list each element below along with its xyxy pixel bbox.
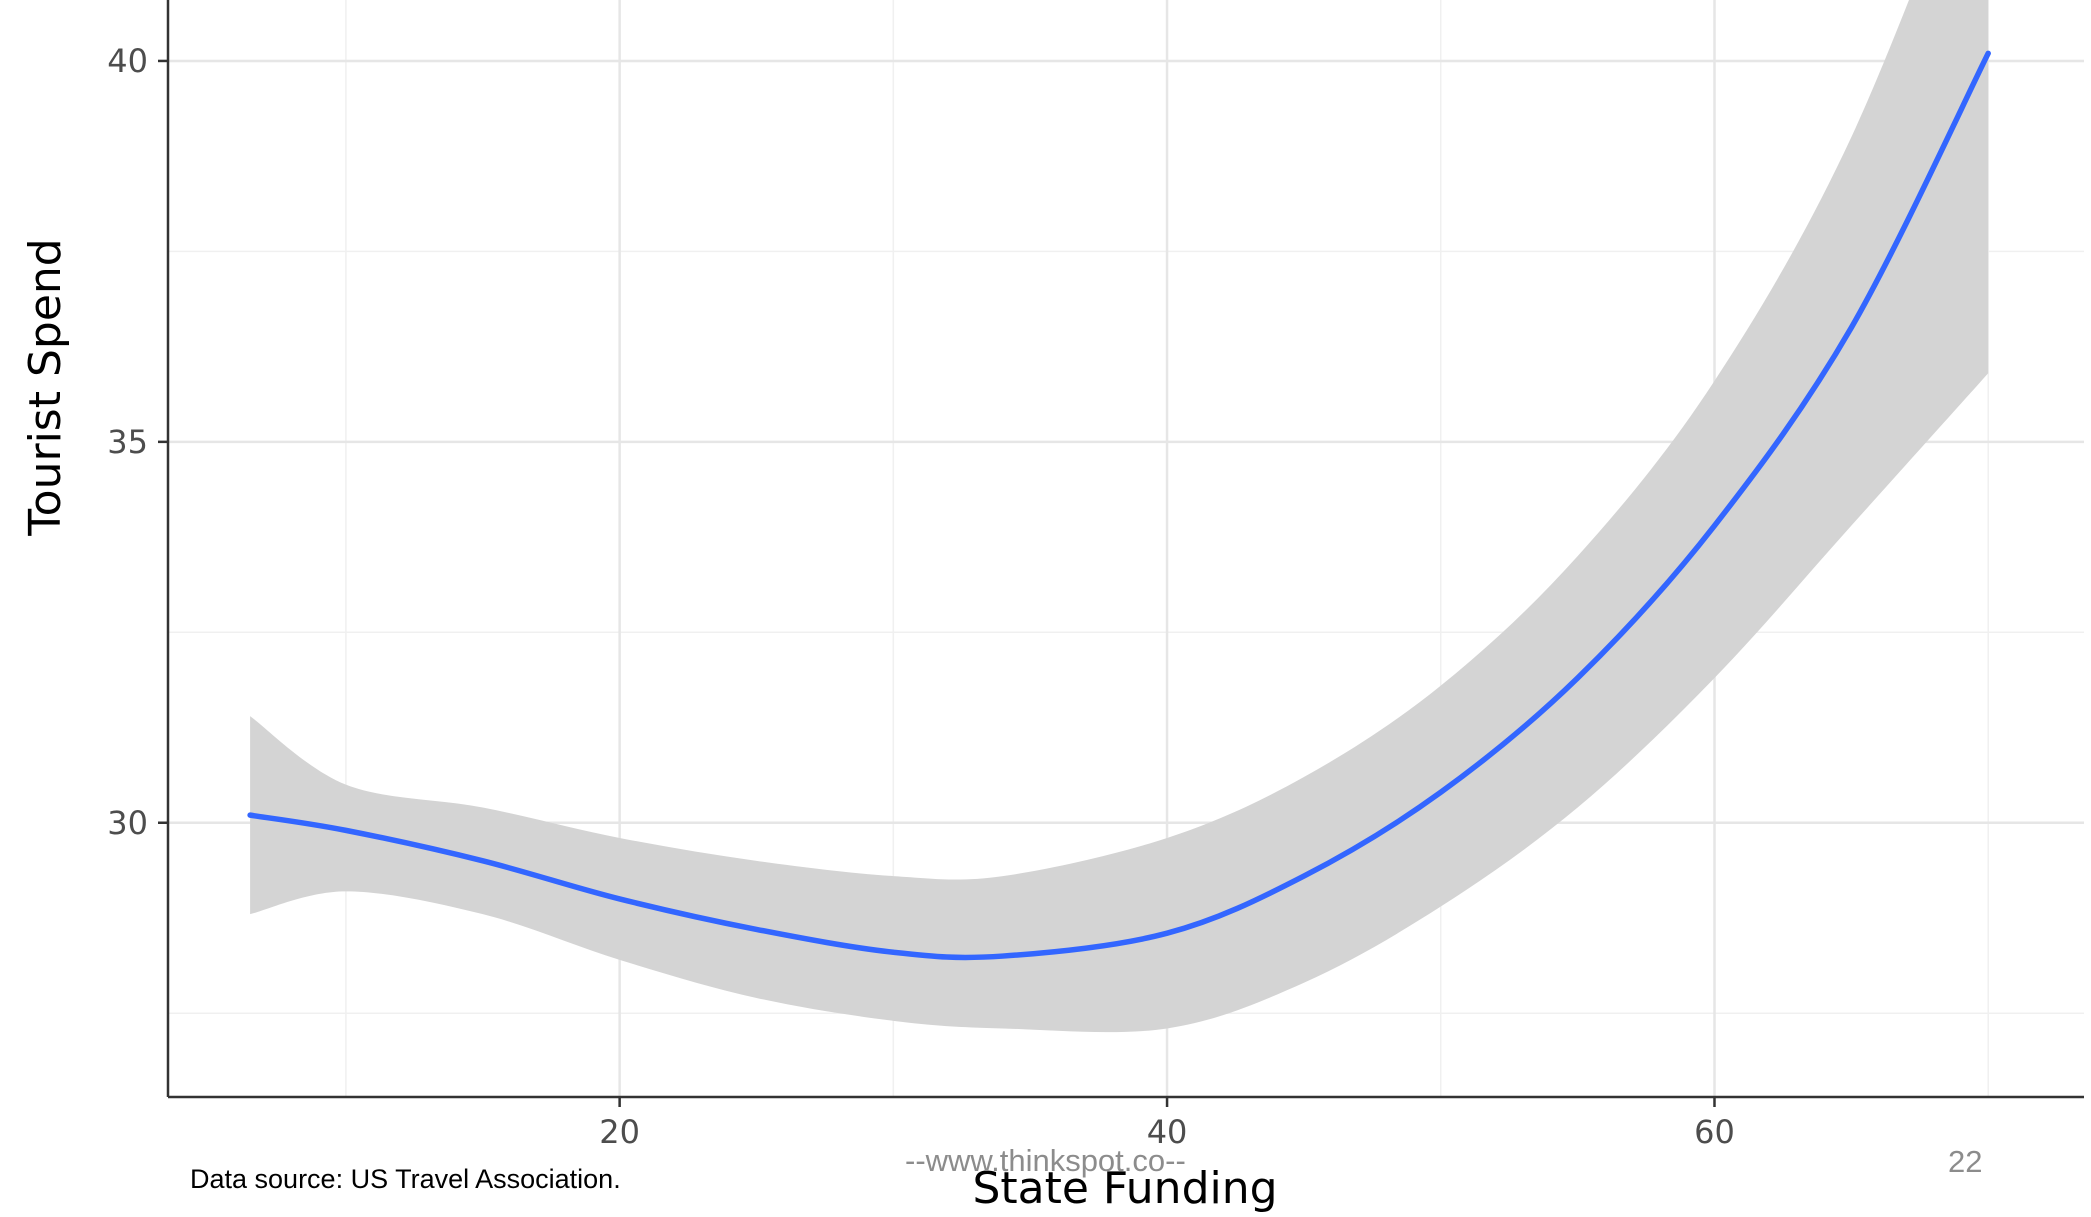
x-tick-label: 20	[599, 1113, 640, 1151]
x-tick-label: 40	[1147, 1113, 1188, 1151]
y-axis-ticks: 30 35 40	[107, 42, 168, 842]
y-axis-title: Tourist Spend	[20, 238, 71, 536]
x-axis-ticks: 20 40 60	[599, 1097, 1735, 1151]
x-tick-label: 60	[1694, 1113, 1735, 1151]
data-source-note: Data source: US Travel Association.	[190, 1164, 621, 1194]
x-axis-title: State Funding	[972, 1163, 1277, 1214]
page-number: 22	[1948, 1144, 1983, 1179]
confidence-band	[250, 0, 1989, 1033]
y-tick-label: 35	[107, 423, 148, 461]
fit-line	[247, 50, 1991, 961]
watermark-text: --www.thinkspot.co--	[905, 1143, 1186, 1178]
y-tick-label: 30	[107, 804, 148, 842]
y-tick-label: 40	[107, 42, 148, 80]
